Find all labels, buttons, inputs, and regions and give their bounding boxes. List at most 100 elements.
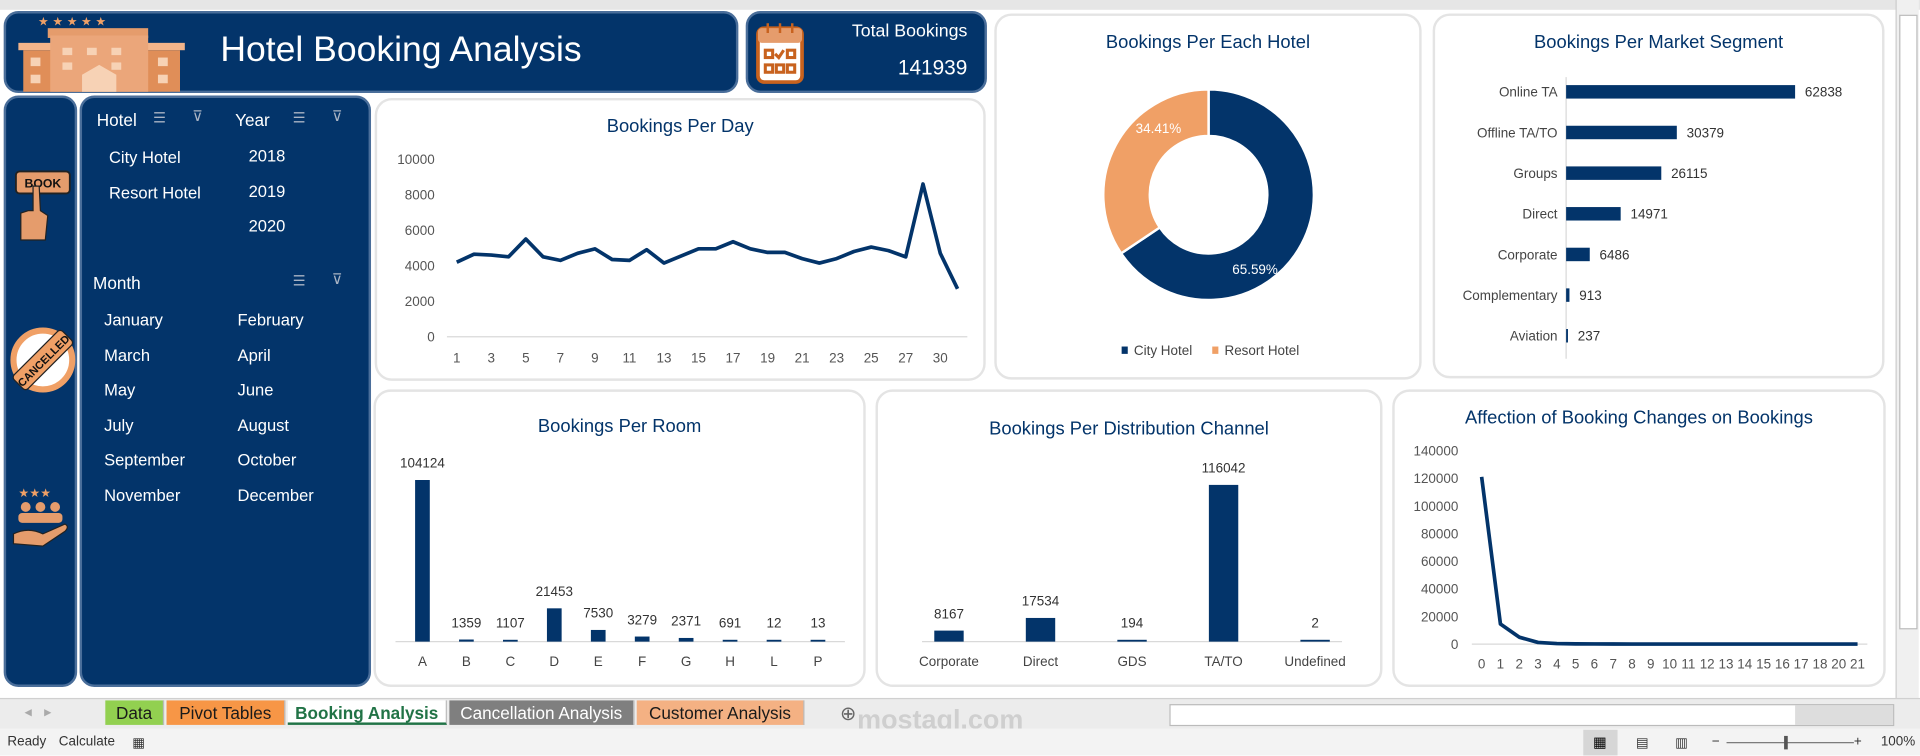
data-label: 14971 [1630,207,1667,222]
data-label: 1107 [496,616,525,631]
x-tick-label: 11 [1681,657,1695,672]
slicer-item-june[interactable]: June [238,381,274,399]
legend-swatch [1122,347,1128,354]
x-tick-label: 9 [591,350,598,365]
y-tick-label: 140000 [1413,444,1458,459]
multi-select-icon[interactable]: ☰ [153,109,166,126]
x-tick-label: 3 [1534,657,1541,672]
kpi-value: 141939 [898,56,967,80]
status-bar [0,729,1920,756]
data-label: 62838 [1805,85,1842,100]
zoom-in-button[interactable]: + [1854,735,1862,750]
x-tick-label: 10 [1662,657,1677,672]
x-tick-label: Direct [1023,654,1058,669]
multi-select-icon[interactable]: ☰ [293,109,306,126]
slicer-item-april[interactable]: April [238,346,271,364]
bar [1209,485,1238,642]
x-tick-label: 5 [1572,657,1579,672]
legend-label: Resort Hotel [1224,343,1299,358]
slicer-item-july[interactable]: July [104,416,133,434]
data-label: 3279 [627,612,657,627]
zoom-slider-thumb[interactable] [1784,736,1788,749]
x-tick-label: 17 [726,350,741,365]
y-tick-label: Complementary [1463,288,1558,303]
slicer-item-december[interactable]: December [238,486,314,504]
y-tick-label: 0 [427,330,434,345]
sheet-nav-arrows[interactable]: ◂ ▸ [24,703,51,720]
x-tick-label: 1 [1497,657,1504,672]
bar-plot: 104124A1359B1107C21453D7530E3279F2371G69… [376,392,868,690]
hotel-building-icon: ★ ★ ★ ★ ★ [13,13,184,91]
sheet-tab-booking-analysis[interactable]: Booking Analysis [288,700,447,724]
normal-view-button[interactable]: ▦ [1583,730,1617,756]
x-tick-label: 0 [1478,657,1485,672]
x-tick-label: C [505,654,515,669]
y-tick-label: Direct [1522,207,1557,222]
page-layout-button[interactable]: ▤ [1636,735,1649,751]
horizontal-scrollbar[interactable] [1169,704,1894,726]
bar [635,637,650,642]
x-tick-label: 9 [1647,657,1654,672]
zoom-out-button[interactable]: − [1712,735,1720,750]
slicer-item-january[interactable]: January [104,311,163,329]
data-label: 13 [810,616,825,631]
slicer-item-2020[interactable]: 2020 [249,217,286,235]
slicer-item-august[interactable]: August [238,416,289,434]
bar [503,640,518,642]
scroll-thumb[interactable] [1899,15,1917,630]
x-tick-label: 15 [691,350,706,365]
status-calculate[interactable]: Calculate [59,735,115,750]
macro-record-icon[interactable]: ▦ [132,735,145,751]
data-label: 1359 [451,615,481,630]
data-label: 17534 [1022,594,1060,609]
cancelled-icon[interactable]: CANCELLED [9,326,78,395]
x-tick-label: 13 [1718,657,1733,672]
slicer-item-september[interactable]: September [104,451,185,469]
y-tick-label: 80000 [1421,526,1458,541]
vertical-scrollbar[interactable] [1896,0,1919,700]
sheet-tab-pivot-tables[interactable]: Pivot Tables [167,700,286,724]
bar [1566,207,1621,220]
slicer-item-november[interactable]: November [104,486,180,504]
x-tick-label: 5 [522,350,529,365]
sheet-tab-cancellation-analysis[interactable]: Cancellation Analysis [449,700,634,724]
slicer-item-2019[interactable]: 2019 [249,182,286,200]
slicer-item-may[interactable]: May [104,381,135,399]
sheet-tab-data[interactable]: Data [105,700,164,724]
icon-sidebar: BOOK CANCELLED ★★★ [4,96,77,687]
y-tick-label: 2000 [405,294,435,309]
customer-rating-icon[interactable]: ★★★ [11,485,72,549]
zoom-slider[interactable] [1727,742,1854,743]
multi-select-icon[interactable]: ☰ [293,272,306,289]
slicer-item-february[interactable]: February [238,311,304,329]
book-icon[interactable]: BOOK [11,169,72,245]
x-tick-label: 16 [1775,657,1790,672]
data-label: 116042 [1202,461,1246,476]
data-label: 21453 [536,584,573,599]
page-break-button[interactable]: ▥ [1675,735,1688,751]
slicer-item-city-hotel[interactable]: City Hotel [109,148,181,166]
x-tick-label: P [813,654,822,669]
clear-filter-icon[interactable]: ⊽ [192,108,203,125]
y-tick-label: 4000 [405,259,435,274]
status-ready: Ready [7,735,46,750]
data-label: 26115 [1671,166,1707,181]
x-tick-label: 20 [1831,657,1846,672]
slicer-item-october[interactable]: October [238,451,297,469]
bar [1566,248,1590,261]
bar [934,631,963,642]
x-tick-label: A [418,654,427,669]
add-sheet-icon[interactable]: ⊕ [840,702,856,726]
clear-filter-icon[interactable]: ⊽ [332,271,343,288]
clear-filter-icon[interactable]: ⊽ [332,108,343,125]
slicer-item-resort-hotel[interactable]: Resort Hotel [109,184,201,202]
slicer-item-march[interactable]: March [104,346,150,364]
x-tick-label: 2 [1515,657,1522,672]
bar [1566,329,1568,342]
y-tick-label: Aviation [1510,329,1558,344]
svg-text:★ ★ ★ ★ ★: ★ ★ ★ ★ ★ [38,15,106,29]
slicer-item-2018[interactable]: 2018 [249,147,286,165]
sheet-tab-customer-analysis[interactable]: Customer Analysis [637,700,805,724]
